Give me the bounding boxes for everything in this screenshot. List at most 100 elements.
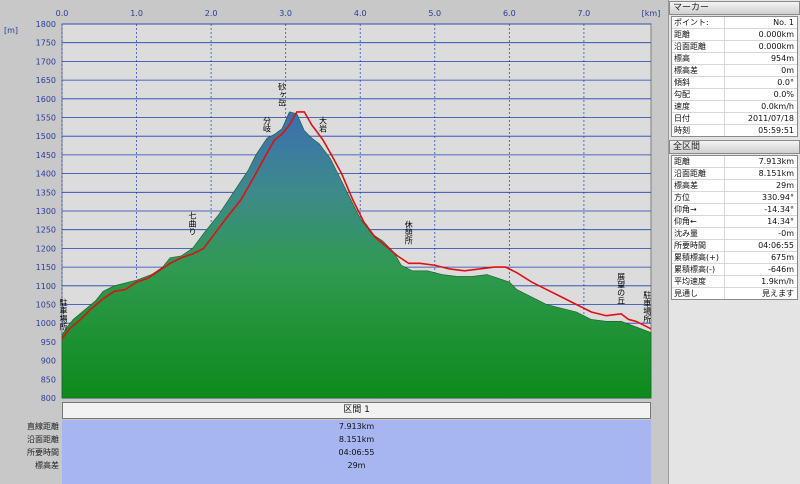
info-value: No. 1 <box>773 18 794 27</box>
x-tick-label: 1.0 <box>130 9 143 18</box>
info-value: 0.0% <box>773 90 794 99</box>
y-tick-label: 850 <box>41 375 56 384</box>
info-value: 見えます <box>762 289 794 298</box>
info-value: 330.94° <box>762 193 794 202</box>
section-summary-title: 全区間 <box>669 140 800 154</box>
info-row: 日付 2011/07/18 <box>672 113 797 125</box>
y-tick-label: 950 <box>41 338 56 347</box>
info-row: 方位 330.94° <box>672 192 797 204</box>
summary-label: 直線距離 <box>27 422 59 431</box>
info-label: 時刻 <box>672 125 725 136</box>
summary-value: 8.151km <box>338 435 375 444</box>
elevation-profile-chart[interactable]: 0.0 1.0 2.0 3.0 4.0 5.0 6.0 7.0 [km] [m] 1800 1750 1… <box>0 0 668 402</box>
info-row: 勾配 0.0% <box>672 89 797 101</box>
y-tick-label: 1450 <box>36 151 56 160</box>
info-label: 標高 <box>672 53 725 64</box>
section-info-table: 距離 7.913km 沿面距離 8.151km 標高差 29m 方位 330.94° 仰角→ -1… <box>671 155 798 300</box>
info-label: 勾配 <box>672 89 725 100</box>
y-tick-label: 1750 <box>36 39 56 48</box>
info-label: 速度 <box>672 101 725 112</box>
info-value: 1.9km/h <box>761 277 794 286</box>
info-value: 0.0° <box>777 78 794 87</box>
y-tick-label: 900 <box>41 357 56 366</box>
y-tick-label: 1650 <box>36 76 56 85</box>
info-row: 仰角← 14.34° <box>672 216 797 228</box>
info-row: 平均速度 1.9km/h <box>672 276 797 288</box>
route-line <box>61 111 652 340</box>
info-label: ポイント: <box>672 17 725 28</box>
info-value: 675m <box>770 253 794 262</box>
info-row: 標高差 0m <box>672 65 797 77</box>
y-tick-label: 800 <box>41 394 56 402</box>
info-value: 14.34° <box>767 217 794 226</box>
info-value: -646m <box>768 265 794 274</box>
x-tick-label: 7.0 <box>578 9 591 18</box>
info-value: -14.34° <box>764 205 794 214</box>
x-tick-label: 5.0 <box>428 9 441 18</box>
info-row: ポイント: No. 1 <box>672 17 797 29</box>
summary-value: 04:06:55 <box>338 448 375 457</box>
y-tick-label: 1700 <box>36 57 56 66</box>
info-value: 04:06:55 <box>758 241 794 250</box>
y-tick-label: 1300 <box>36 207 56 216</box>
info-label: 沿面距離 <box>672 41 725 52</box>
info-row: 傾斜 0.0° <box>672 77 797 89</box>
info-row: 標高差 29m <box>672 180 797 192</box>
profile-area <box>61 111 652 399</box>
info-value: 0.000km <box>758 42 794 51</box>
x-tick-label: 6.0 <box>503 9 516 18</box>
info-row: 沿面距離 8.151km <box>672 168 797 180</box>
info-value: -0m <box>778 229 794 238</box>
summary-value: 7.913km <box>338 422 375 431</box>
summary-label: 沿面距離 <box>27 435 59 444</box>
waypoint-label: 七曲り <box>188 211 197 235</box>
info-row: 累積標高(-) -646m <box>672 264 797 276</box>
info-row: 沿面距離 0.000km <box>672 41 797 53</box>
info-value: 7.913km <box>758 157 794 166</box>
x-unit-label: [km] <box>642 9 661 18</box>
info-label: 沿面距離 <box>672 168 725 179</box>
info-label: 距離 <box>672 156 725 167</box>
summary-label: 標高差 <box>35 461 59 470</box>
waypoint-label: 駐車場所 <box>59 298 68 332</box>
y-tick-label: 1100 <box>36 282 56 291</box>
info-row: 所要時間 04:06:55 <box>672 240 797 252</box>
waypoint-label: 展望の丘 <box>617 273 626 305</box>
waypoint-label: 休憩所 <box>404 220 413 246</box>
y-tick-label: 1200 <box>36 244 56 253</box>
info-row: 速度 0.0km/h <box>672 101 797 113</box>
info-value: 0.0km/h <box>761 102 794 111</box>
summary-value: 29m <box>347 461 366 470</box>
info-row: 仰角→ -14.34° <box>672 204 797 216</box>
summary-label: 所要時間 <box>27 448 59 457</box>
y-tick-label: 1400 <box>36 170 56 179</box>
y-tick-label: 1000 <box>36 319 56 328</box>
y-tick-label: 1600 <box>36 95 56 104</box>
info-label: 仰角→ <box>672 204 725 215</box>
info-row: 沈み量 -0m <box>672 228 797 240</box>
segment-header[interactable]: 区間 1 <box>62 402 651 419</box>
x-tick-label: 2.0 <box>205 9 218 18</box>
info-label: 標高差 <box>672 180 725 191</box>
info-value: 0.000km <box>758 30 794 39</box>
info-label: 方位 <box>672 192 725 203</box>
summary-labels: 直線距離 沿面距離 所要時間 標高差 <box>0 420 62 484</box>
info-label: 累積標高(+) <box>672 252 725 263</box>
y-tick-label: 1500 <box>36 132 56 141</box>
info-label: 平均速度 <box>672 276 725 287</box>
y-tick-label: 1800 <box>36 20 56 29</box>
x-tick-label: 3.0 <box>279 9 292 18</box>
y-unit-label: [m] <box>4 26 18 35</box>
info-value: 0m <box>781 66 794 75</box>
info-label: 累積標高(-) <box>672 264 725 275</box>
marker-info-table: ポイント: No. 1 距離 0.000km 沿面距離 0.000km 標高 954m 標高差 0… <box>671 16 798 137</box>
waypoint-label: 大岩 <box>318 116 327 134</box>
info-value: 2011/07/18 <box>747 114 794 123</box>
info-value: 954m <box>770 54 794 63</box>
info-row: 見通し 見えます <box>672 288 797 299</box>
info-row: 時刻 05:59:51 <box>672 125 797 136</box>
info-value: 05:59:51 <box>758 126 794 135</box>
info-label: 日付 <box>672 113 725 124</box>
info-label: 見通し <box>672 288 725 299</box>
y-tick-label: 1350 <box>36 188 56 197</box>
